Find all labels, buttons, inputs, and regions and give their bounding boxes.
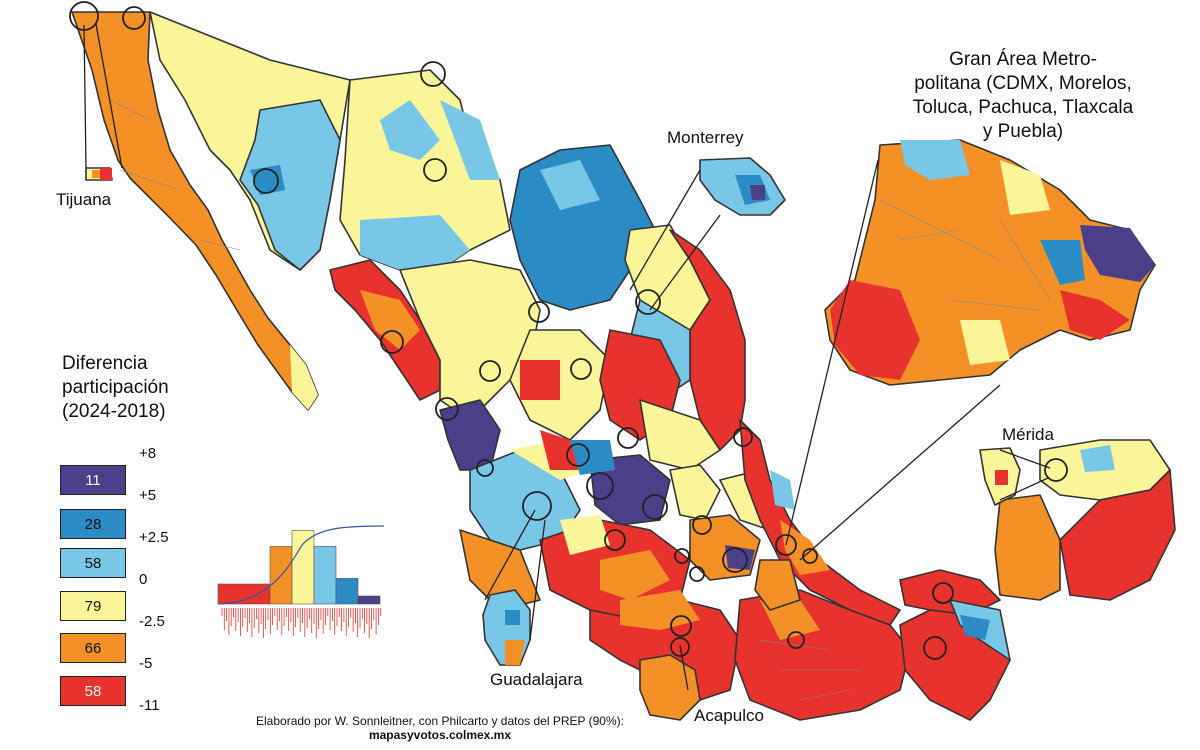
legend-title-line: participación [62,377,169,398]
legend-break-label: -5 [139,655,153,672]
legend-swatch: 11 [60,465,126,495]
legend-break-label: -11 [139,697,160,714]
region-queretaro [669,464,721,521]
metro-inset-title: Gran Área Metro- politana (CDMX, Morelos… [893,48,1153,144]
region-nayarit [439,399,501,471]
legend-swatch: 28 [60,509,126,539]
metro-title-line: Toluca, Pachuca, Tlaxcala [912,97,1134,118]
histogram-bar [291,530,315,605]
region-quintana-roo [1059,469,1176,601]
region-guanajuato [589,454,671,526]
label-monterrey: Monterrey [667,128,744,147]
credit: Elaborado por W. Sonnleitner, con Philca… [180,714,700,742]
histogram-bar [335,578,359,605]
histogram-bar [217,583,271,605]
metro-title-line: y Puebla) [982,121,1064,142]
label-tijuana: Tijuana [56,190,112,209]
city-rings [69,1,1068,660]
legend-swatch: 58 [60,548,126,578]
label-guadalajara: Guadalajara [490,670,583,689]
legend-break-label: -2.5 [139,613,165,630]
label-acapulco: Acapulco [694,706,764,725]
legend-break-label: +5 [139,487,157,504]
legend-title: Diferencia participación (2024-2018) [62,352,169,424]
legend-swatch: 66 [60,633,126,663]
region-puebla [754,559,801,611]
region-sonora-blue [239,99,341,271]
region-durango [399,259,541,421]
legend-swatch: 79 [60,591,126,621]
legend-swatch: 58 [60,676,126,706]
cumulative-curve [217,525,385,605]
legend-title-line: (2024-2018) [62,401,166,422]
metro-title-line: politana (CDMX, Morelos, [914,73,1132,94]
label-merida: Mérida [1002,425,1054,444]
region-edomex [689,514,761,581]
histogram-bar [313,546,337,605]
histogram [217,525,385,638]
legend-break-label: +2.5 [139,529,169,546]
credit-line-2: mapasyvotos.colmex.mx [368,728,512,742]
region-coahuila [509,144,661,311]
histogram-bar [357,595,381,605]
legend-break-label: 0 [139,571,148,588]
metro-title-line: Gran Área Metro- [949,49,1097,70]
region-baja-yellow-strip [290,345,318,410]
legend-break-label: +8 [139,445,157,462]
region-campeche [994,494,1061,601]
credit-line-1: Elaborado por W. Sonnleitner, con Philca… [256,714,624,728]
legend-title-line: Diferencia [62,353,148,374]
